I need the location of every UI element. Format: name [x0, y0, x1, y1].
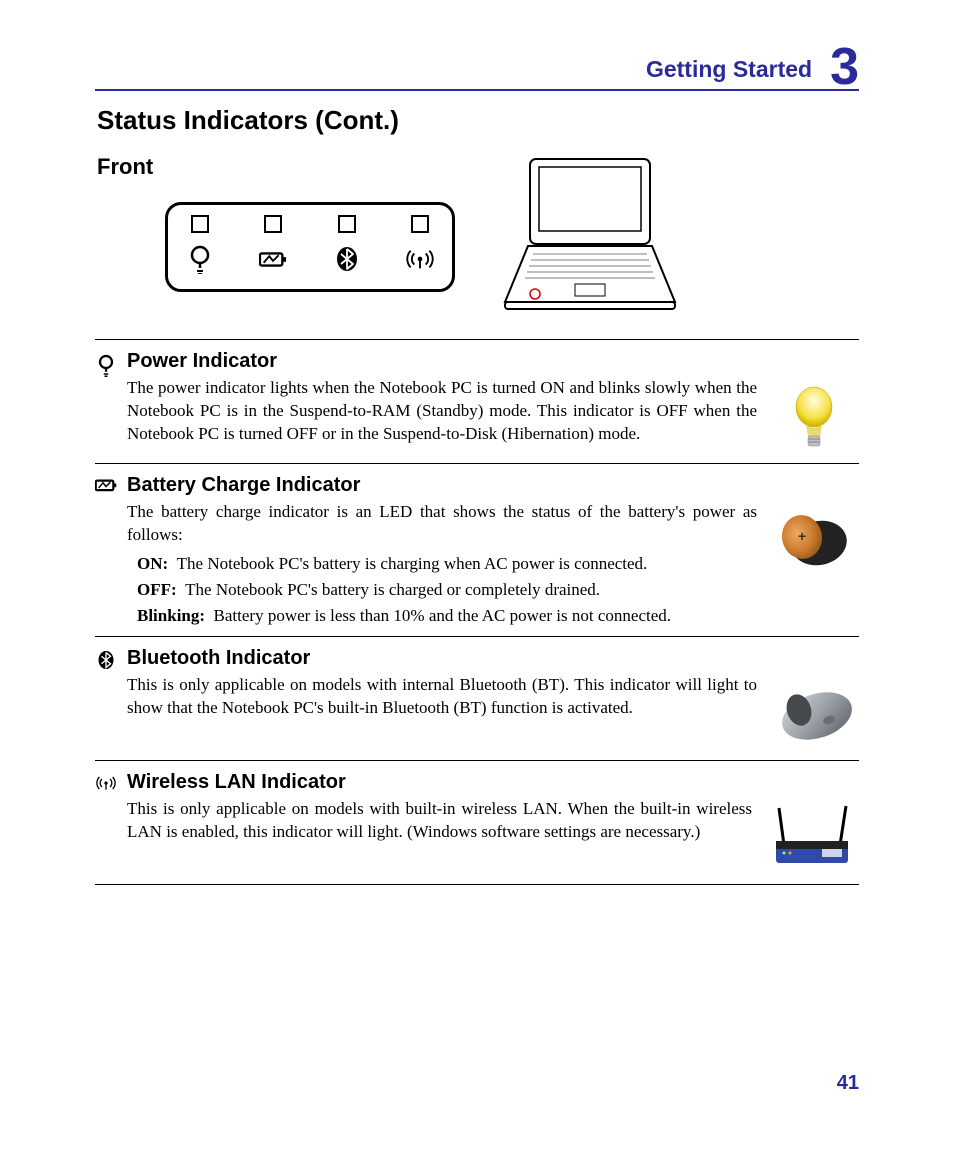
divider — [95, 463, 859, 464]
divider — [95, 760, 859, 761]
sub-line: ON: The Notebook PC's battery is chargin… — [137, 551, 757, 577]
front-label: Front — [97, 154, 455, 180]
sub-list: ON: The Notebook PC's battery is chargin… — [137, 551, 757, 630]
item-heading: Battery Charge Indicator — [127, 474, 859, 497]
bluetooth-icon — [333, 245, 361, 273]
item-wireless: Wireless LAN Indicator This is only appl… — [95, 771, 859, 878]
led-box — [338, 215, 356, 233]
mouse-image — [769, 674, 859, 754]
sub-line: Blinking: Battery power is less than 10%… — [137, 603, 757, 629]
divider — [95, 339, 859, 340]
item-power: Power Indicator The power indicator ligh… — [95, 350, 859, 457]
led-box — [411, 215, 429, 233]
led-box — [264, 215, 282, 233]
section-title: Status Indicators (Cont.) — [97, 105, 859, 136]
page: Getting Started 3 Status Indicators (Con… — [0, 0, 954, 1155]
wireless-icon — [406, 245, 434, 273]
sub-line: OFF: The Notebook PC's battery is charge… — [137, 577, 757, 603]
item-text: This is only applicable on models with b… — [127, 798, 752, 844]
item-text: The power indicator lights when the Note… — [127, 377, 757, 446]
battery-icon — [259, 245, 287, 273]
power-icon — [97, 353, 115, 457]
item-battery: Battery Charge Indicator The battery cha… — [95, 474, 859, 630]
front-row: Front — [95, 154, 859, 319]
led-box — [191, 215, 209, 233]
item-heading: Wireless LAN Indicator — [127, 771, 859, 794]
wireless-icon — [96, 774, 116, 878]
laptop-diagram — [495, 154, 685, 319]
divider — [95, 884, 859, 885]
battery-icon — [95, 477, 117, 630]
item-bluetooth: Bluetooth Indicator This is only applica… — [95, 647, 859, 754]
divider — [95, 636, 859, 637]
chapter-number: 3 — [830, 44, 859, 91]
bluetooth-icon — [97, 650, 115, 754]
indicator-col-power — [186, 215, 214, 273]
power-icon — [186, 245, 214, 273]
indicator-col-wireless — [406, 215, 434, 273]
header-title: Getting Started — [646, 56, 812, 87]
item-heading: Bluetooth Indicator — [127, 647, 859, 670]
indicator-panel — [165, 202, 455, 292]
indicator-col-battery — [259, 215, 287, 273]
battery-cell-image: + — [769, 501, 859, 581]
svg-text:+: + — [798, 528, 806, 544]
item-heading: Power Indicator — [127, 350, 859, 373]
page-number: 41 — [837, 1072, 859, 1095]
lightbulb-image — [769, 377, 859, 457]
router-image — [764, 798, 859, 878]
item-text: This is only applicable on models with i… — [127, 674, 757, 720]
indicator-col-bluetooth — [333, 215, 361, 273]
item-text: The battery charge indicator is an LED t… — [127, 501, 757, 547]
header: Getting Started 3 — [95, 40, 859, 91]
